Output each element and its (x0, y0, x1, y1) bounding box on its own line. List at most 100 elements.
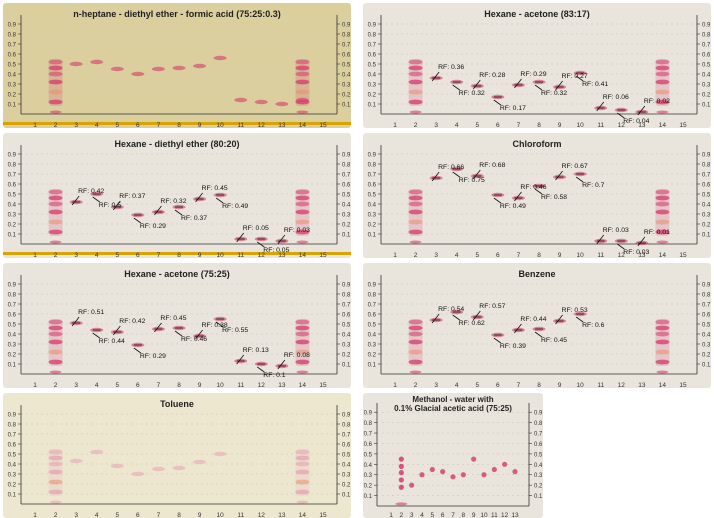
rf-pointer (534, 331, 543, 338)
standard-band (655, 339, 670, 345)
rf-label: RF: 0.04 (623, 118, 649, 125)
rf-pointer (195, 329, 203, 340)
tlc-plate-benzene: 0.9 0.9 0.8 0.8 0.7 0.7 0.6 0.6 0.5 0.5 0.4 0.4 0.3 0… (363, 263, 711, 388)
lane-number: 4 (455, 252, 459, 258)
scale-label-right: 0.8 (342, 163, 351, 169)
scale-label-right: 0.5 (534, 452, 543, 458)
standard-band (48, 479, 63, 485)
lane-number: 8 (537, 252, 541, 258)
rf-pointer (575, 316, 584, 323)
scale-label-left: 0.5 (8, 323, 17, 329)
sample-spot (110, 463, 124, 469)
standard-band (48, 331, 63, 337)
origin-spot (656, 110, 669, 114)
standard-band (295, 59, 310, 65)
sample-spot (234, 97, 248, 103)
rf-pointer (174, 209, 183, 216)
standard-band (408, 219, 423, 225)
standard-band (295, 359, 310, 365)
scale-label-right: 0.6 (342, 183, 351, 189)
lane-number: 7 (451, 512, 455, 518)
scale-label-right: 0.4 (342, 333, 351, 339)
standard-spot (398, 484, 404, 490)
standard-band (295, 469, 310, 475)
rf-pointer (112, 325, 121, 336)
tlc-plate-toluene: 0.9 0.9 0.8 0.8 0.7 0.7 0.6 0.6 0.5 0.5 0.4 0.4 0.3 0… (3, 393, 351, 518)
rf-pointer (71, 316, 80, 327)
scale-label-right: 0.6 (534, 442, 543, 448)
origin-spot (49, 500, 62, 504)
lane-number: 13 (278, 122, 286, 128)
scale-label-right: 0.5 (342, 63, 351, 69)
scale-label-left: 0.9 (368, 153, 377, 159)
lane-number: 7 (517, 382, 521, 388)
standard-band (295, 195, 310, 201)
standard-band (48, 99, 63, 105)
plate-background (363, 133, 711, 258)
rf-pointer (514, 191, 522, 202)
standard-band (295, 229, 310, 235)
scale-label-right: 0.4 (342, 73, 351, 79)
scale-label-left: 0.7 (8, 173, 17, 179)
rf-pointer (452, 171, 460, 178)
lane-number: 4 (455, 382, 459, 388)
lane-number: 6 (136, 382, 140, 388)
rf-label: RF: 0.28 (479, 72, 505, 79)
lane-number: 13 (278, 382, 286, 388)
scale-label-right: 0.7 (534, 432, 543, 438)
lane-number: 8 (177, 252, 181, 258)
rf-label: RF: 0.44 (520, 316, 546, 323)
sample-spot (460, 472, 466, 478)
lane-number: 6 (441, 512, 445, 518)
scale-label-left: 0.2 (8, 223, 17, 229)
lane-number: 12 (618, 122, 626, 128)
scale-label-right: 0.3 (342, 473, 351, 479)
plate-title: n-heptane - diethyl ether - formic acid … (73, 9, 281, 19)
sample-spot (295, 97, 309, 103)
standard-band (295, 65, 310, 71)
sample-spot (512, 469, 518, 475)
scale-label-left: 0.9 (368, 283, 377, 289)
rf-label: RF: 0.62 (459, 320, 485, 327)
standard-band (48, 325, 63, 331)
scale-label-left: 0.6 (8, 313, 17, 319)
scale-label-right: 0.4 (702, 203, 711, 209)
scale-label-right: 0.8 (342, 33, 351, 39)
standard-band (408, 359, 423, 365)
rf-label: RF: 0.44 (99, 338, 125, 345)
lane-number: 2 (54, 382, 58, 388)
standard-band (48, 349, 63, 355)
scale-label-right: 0.9 (342, 23, 351, 29)
rf-label: RF: 0.29 (140, 223, 166, 230)
lane-number: 11 (491, 512, 498, 518)
plate-title-line2: 0.1% Glacial acetic acid (75:25) (394, 404, 512, 413)
rf-pointer (257, 366, 265, 373)
lane-number: 13 (638, 382, 646, 388)
rf-pointer (493, 99, 502, 106)
scale-label-left: 0.2 (368, 353, 377, 359)
plate-title: Hexane - diethyl ether (80:20) (114, 139, 239, 149)
tlc-plate-hexane-acetone-83-17: 0.9 0.9 0.8 0.8 0.7 0.7 0.6 0.6 0.5 0.5 0.4 0.4 0.3 0… (363, 3, 711, 128)
rf-label: RF: 0.58 (541, 194, 567, 201)
rf-label: RF: 0.45 (202, 185, 228, 192)
rf-label: RF: 0.45 (541, 337, 567, 344)
rf-label: RF: 0.75 (459, 177, 485, 184)
lane-number: 5 (475, 122, 479, 128)
origin-spot (296, 500, 309, 504)
scale-label-right: 0.7 (702, 303, 711, 309)
rf-label: RF: 0.7 (582, 182, 605, 189)
rf-pointer (154, 322, 162, 333)
lane-number: 4 (95, 382, 99, 388)
lane-number: 13 (638, 122, 646, 128)
lane-number: 6 (496, 252, 500, 258)
rf-label: RF: 0.49 (500, 203, 526, 210)
standard-band (408, 189, 423, 195)
rf-label: RF: 0.46 (520, 184, 546, 191)
scale-label-right: 0.1 (342, 363, 351, 369)
rf-label: RF: 0.67 (562, 163, 588, 170)
scale-label-left: 0.5 (368, 193, 377, 199)
lane-number: 9 (198, 512, 202, 518)
scale-label-left: 0.3 (8, 343, 17, 349)
scale-label-right: 0.1 (342, 103, 351, 109)
lane-number: 2 (400, 512, 404, 518)
